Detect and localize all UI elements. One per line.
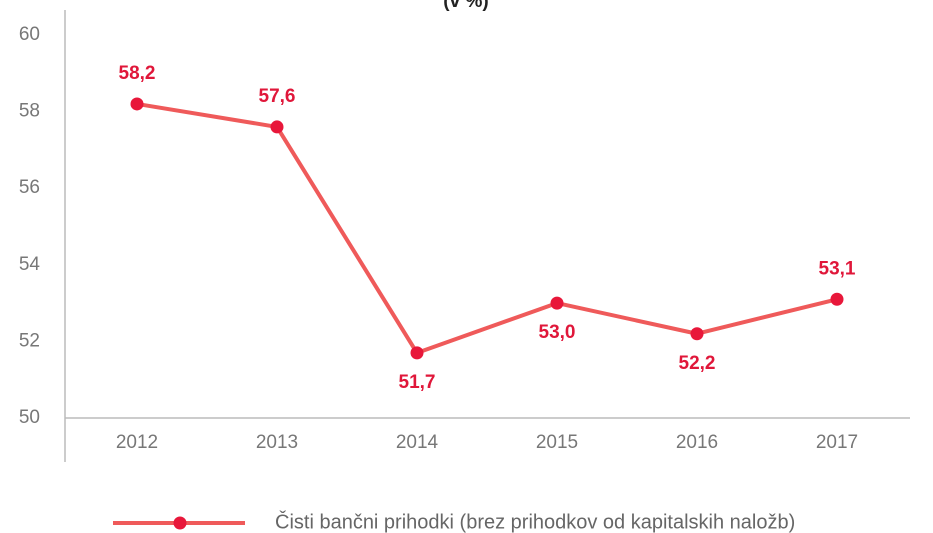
x-tick-label: 2016 bbox=[676, 432, 718, 453]
x-tick-label: 2015 bbox=[536, 432, 578, 453]
y-tick-label: 58 bbox=[19, 101, 40, 122]
legend-label: Čisti bančni prihodki (brez prihodkov od… bbox=[275, 510, 795, 533]
y-tick-label: 56 bbox=[19, 177, 40, 198]
data-label: 58,2 bbox=[119, 63, 156, 84]
marker bbox=[550, 296, 564, 310]
y-tick-label: 50 bbox=[19, 407, 40, 428]
y-tick-label: 54 bbox=[19, 254, 41, 275]
y-tick-label: 60 bbox=[19, 24, 40, 45]
marker bbox=[690, 327, 704, 341]
marker bbox=[130, 97, 144, 111]
line bbox=[136, 101, 838, 355]
chart-title: (v %) bbox=[443, 0, 488, 12]
marker bbox=[830, 292, 844, 306]
x-tick-label: 2017 bbox=[816, 432, 858, 453]
y-tick-label: 52 bbox=[19, 330, 40, 351]
data-label: 53,0 bbox=[539, 322, 576, 343]
data-label: 53,1 bbox=[819, 258, 856, 279]
x-tick-label: 2014 bbox=[396, 432, 439, 453]
data-label: 57,6 bbox=[259, 86, 296, 107]
data-label: 52,2 bbox=[679, 353, 716, 374]
x-tick-label: 2012 bbox=[116, 432, 158, 453]
marker bbox=[410, 346, 424, 360]
x-tick-label: 2013 bbox=[256, 432, 298, 453]
marker bbox=[270, 120, 284, 134]
data-label: 51,7 bbox=[399, 372, 436, 393]
legend-marker bbox=[173, 516, 187, 530]
